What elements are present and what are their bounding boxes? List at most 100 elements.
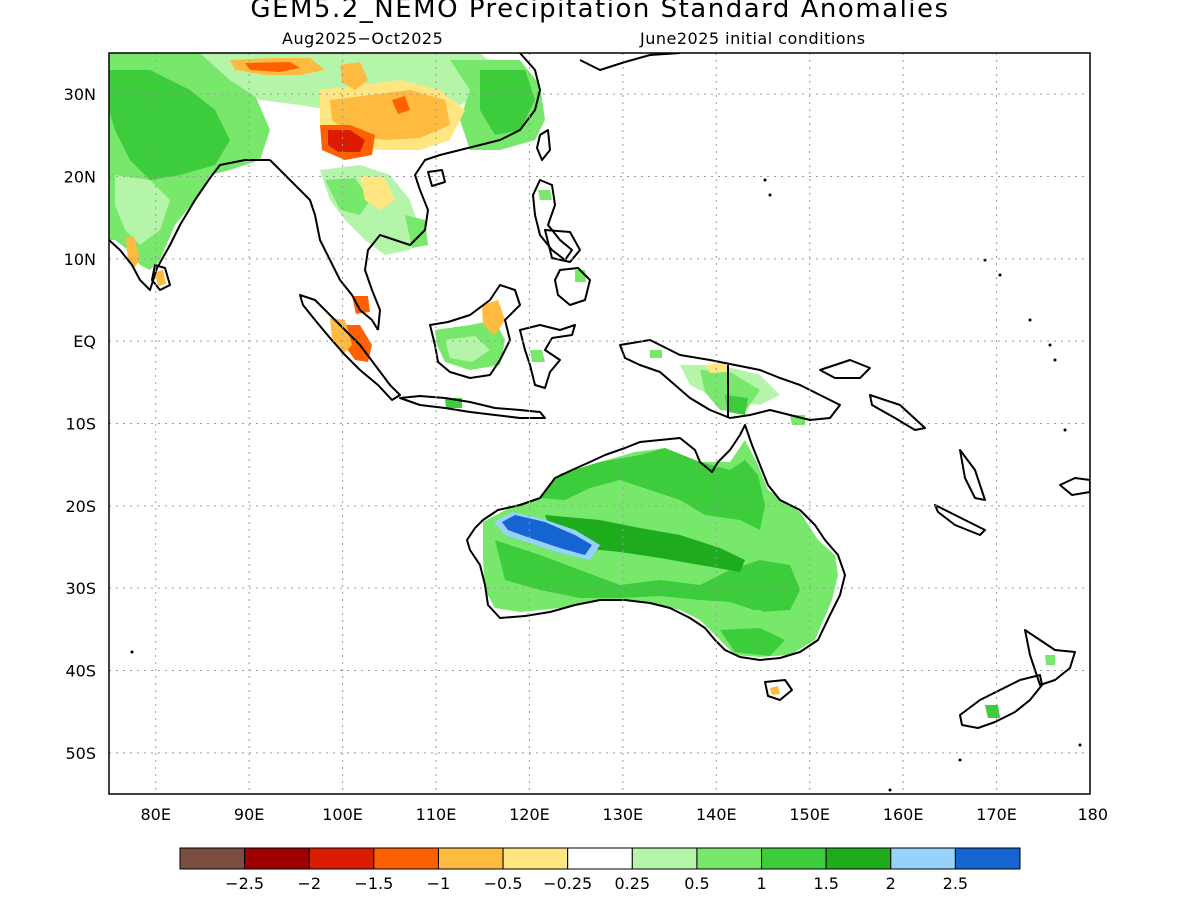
- lon-label: 130E: [603, 805, 644, 824]
- lat-label: 20N: [64, 168, 96, 187]
- colorbar-tick-label: 1: [756, 874, 766, 893]
- colorbar-tick-label: −2: [297, 874, 321, 893]
- india-coast: [109, 159, 270, 291]
- australia-mid-green: [495, 540, 800, 612]
- japan-coast: [579, 53, 681, 71]
- graticule: [109, 53, 1090, 794]
- colorbar-swatch: [954, 847, 1021, 870]
- lon-label: 90E: [234, 805, 264, 824]
- colorbar-swatch: [567, 847, 633, 870]
- mindanao-coast: [554, 267, 591, 306]
- sumatra-coast: [299, 294, 401, 401]
- lat-label: 10N: [64, 250, 96, 269]
- solomons-coast: [869, 394, 926, 431]
- lat-label: 40S: [65, 662, 96, 681]
- srilanka-yellow: [155, 270, 166, 286]
- newguinea-mid-green: [725, 395, 748, 415]
- lat-label: 10S: [65, 415, 96, 434]
- china-red: [328, 130, 365, 152]
- colorbar-swatch: [373, 847, 439, 870]
- java-coast: [399, 395, 546, 419]
- colorbar-swatch: [761, 847, 827, 870]
- colorbar-swatch: [308, 847, 375, 870]
- indochina-green: [325, 178, 370, 215]
- colorbar-tick-label: 1.5: [813, 874, 838, 893]
- philippines-green: [538, 190, 552, 200]
- china-light-orange: [330, 90, 450, 140]
- malaysia-orange: [352, 296, 370, 314]
- colorbar-tick-label: 0.25: [614, 874, 650, 893]
- vanuatu-coast: [959, 449, 986, 501]
- new-caledonia-coast: [934, 504, 986, 536]
- india-light-green: [115, 175, 170, 245]
- borneo-yellow: [482, 300, 505, 335]
- map-title: GEM5.2_NEMO Precipitation Standard Anoma…: [250, 0, 950, 24]
- valid-period: Aug2025−Oct2025: [282, 29, 444, 48]
- lon-label: 140E: [696, 805, 737, 824]
- nz-north-coast: [1024, 629, 1076, 686]
- lon-label: 170E: [976, 805, 1017, 824]
- india-mid-green: [109, 70, 230, 180]
- australia-mid-green: [720, 628, 785, 656]
- initial-conditions: June2025 initial conditions: [640, 29, 866, 48]
- newguinea-coast: [619, 339, 841, 421]
- sulawesi-green: [530, 350, 545, 362]
- indochina-coast: [364, 53, 541, 331]
- colorbar-tick-label: 2: [886, 874, 896, 893]
- nz-south-coast: [959, 674, 1043, 729]
- sumatra-light-orange: [330, 318, 352, 355]
- halmahera-green: [650, 350, 662, 358]
- colorbar: −2.5 −2 −1.5 −1 −0.5 −0.25 0.25 0.5 1 1.5 2 2.5: [179, 847, 1021, 893]
- luzon-coast: [532, 179, 573, 261]
- colorbar-swatch: [502, 847, 569, 870]
- lon-label: 180: [1077, 805, 1108, 824]
- china-orange-east: [392, 96, 410, 114]
- colorbar-tick-label: 2.5: [943, 874, 968, 893]
- newguinea-yellow: [705, 362, 728, 373]
- colorbar-swatch: [825, 847, 892, 870]
- tibet-orange-core: [245, 62, 300, 72]
- new-britain-coast: [819, 359, 871, 379]
- latitude-labels: 30N 20N 10N EQ 10S 20S 30S 40S 50S: [64, 85, 96, 763]
- colorbar-tick-label: −2.5: [225, 874, 264, 893]
- colorbar-swatch: [890, 847, 956, 870]
- colorbar-tick-label: −1.5: [354, 874, 393, 893]
- lat-label: EQ: [73, 332, 96, 351]
- lat-label: 50S: [65, 744, 96, 763]
- fiji-coast: [1059, 477, 1090, 496]
- lon-label: 160E: [883, 805, 924, 824]
- indochina-green-east: [405, 215, 428, 248]
- lat-label: 30S: [65, 579, 96, 598]
- colorbar-tick-label: −0.25: [543, 874, 592, 893]
- australia-blue: [502, 515, 592, 555]
- anomaly-shading: [109, 53, 1055, 718]
- india-yellow: [126, 236, 140, 268]
- sulawesi-coast: [519, 324, 576, 389]
- tibet-yellow: [340, 62, 368, 90]
- colorbar-swatch: [631, 847, 698, 870]
- australia-coast: [466, 424, 846, 661]
- china-mid-green: [480, 70, 535, 135]
- srilanka-coast: [151, 264, 171, 291]
- borneo-coast: [429, 284, 521, 379]
- colorbar-tick-label: −1: [427, 874, 451, 893]
- lon-label: 150E: [789, 805, 830, 824]
- myanmar-coast: [269, 159, 379, 331]
- taiwan-coast: [536, 129, 551, 161]
- coastlines: [109, 53, 1090, 729]
- colorbar-tick-label: −0.5: [484, 874, 523, 893]
- colorbar-swatch: [244, 847, 310, 870]
- lat-label: 30N: [64, 85, 96, 104]
- map-frame: [108, 52, 1091, 795]
- lon-label: 120E: [509, 805, 550, 824]
- colorbar-tick-label: 0.5: [684, 874, 709, 893]
- hainan-coast: [427, 169, 446, 187]
- lon-label: 80E: [140, 805, 170, 824]
- borneo-light-green: [445, 336, 490, 362]
- lon-label: 100E: [322, 805, 363, 824]
- nz-green: [985, 705, 1000, 718]
- indochina-yellow: [360, 175, 395, 210]
- nz-north-green: [1045, 655, 1055, 665]
- colorbar-swatch: [179, 847, 246, 870]
